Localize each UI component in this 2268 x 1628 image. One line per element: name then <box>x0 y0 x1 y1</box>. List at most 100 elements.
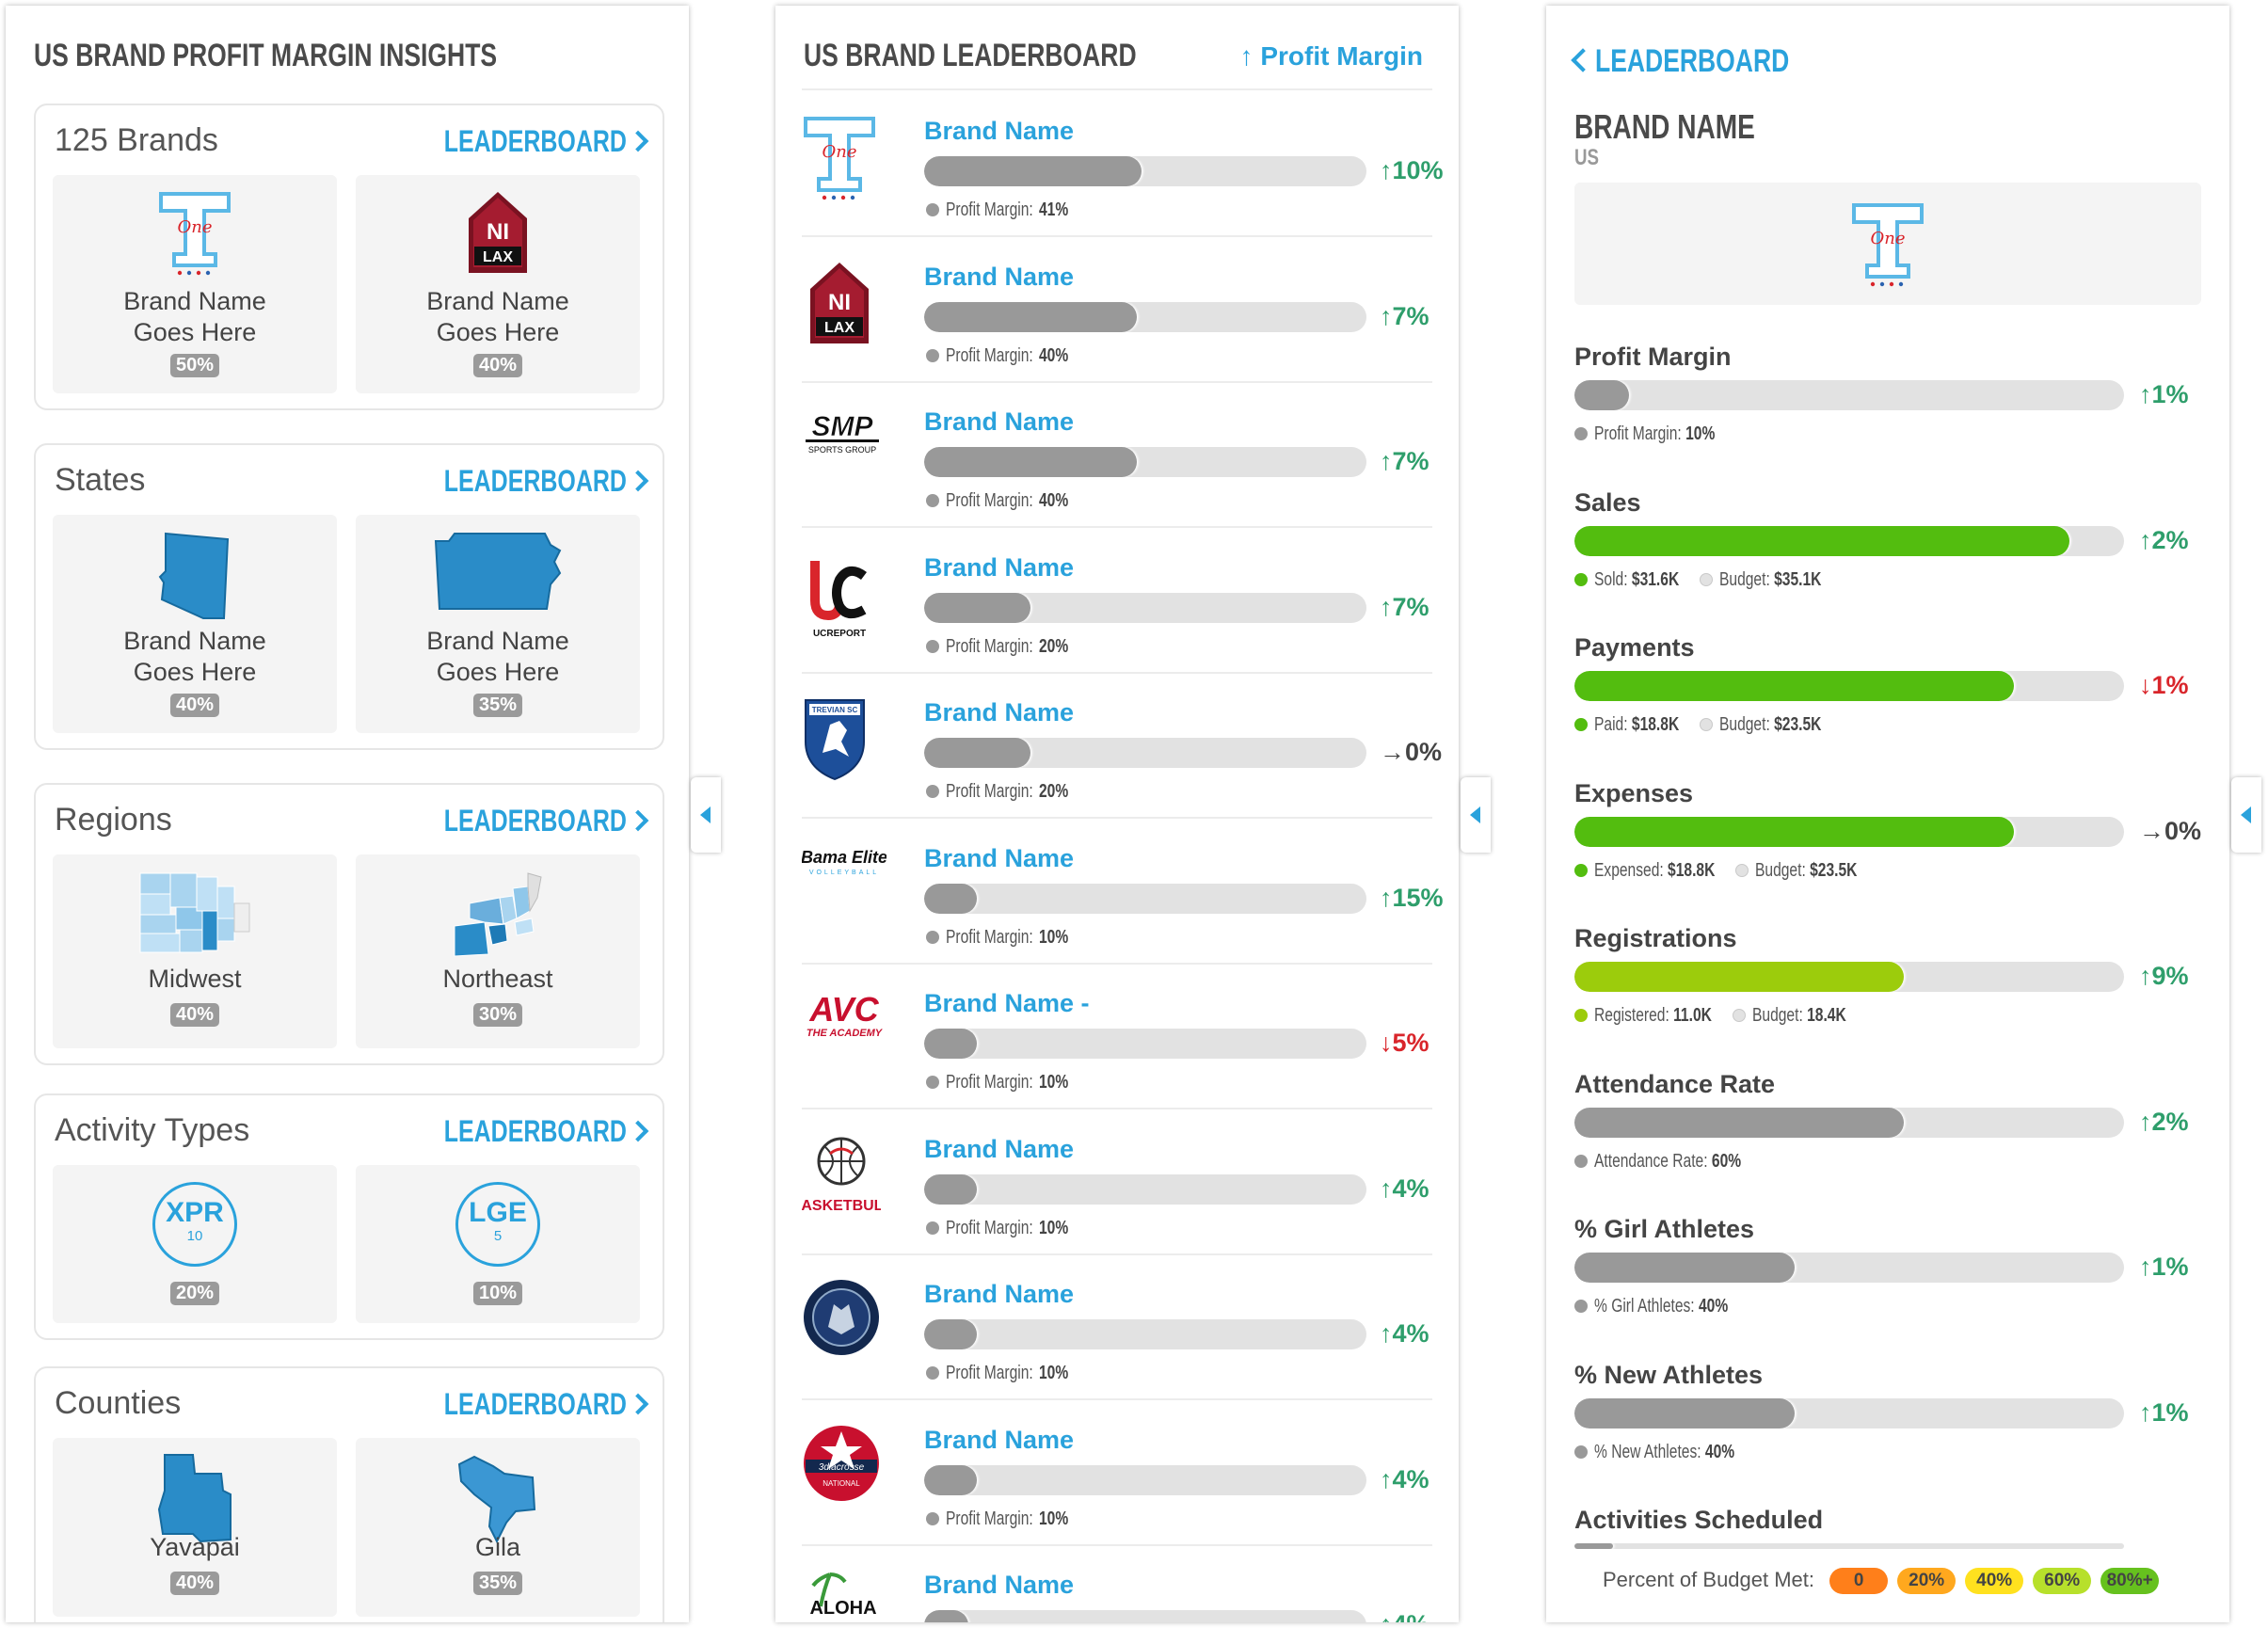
metric-block: Sales ↑2% Sold: $31.6K Budget: $35.1K <box>1574 488 2201 633</box>
svg-text:AVC: AVC <box>808 990 879 1029</box>
metric-caption: Profit Margin: 10% <box>1574 423 1715 445</box>
svg-text:SPORTS GROUP: SPORTS GROUP <box>808 445 876 455</box>
profit-margin-caption: Profit Margin: 10% <box>926 927 1068 949</box>
brand-name-link[interactable]: Brand Name <box>924 698 1075 726</box>
tile-activity-1[interactable]: LGE 5 10% <box>356 1165 640 1323</box>
change-indicator: ↑4% <box>1380 1464 1429 1493</box>
tile-states-0[interactable]: Brand Name Goes Here 40% <box>53 515 337 733</box>
change-indicator: ↑7% <box>1380 301 1429 330</box>
sort-toggle[interactable]: ↑ Profit Margin <box>1239 41 1423 71</box>
leaderboard-link-counties[interactable]: LEADERBOARD <box>392 1387 649 1422</box>
legend-dot-budget <box>1735 863 1749 877</box>
progress-bar <box>1574 671 2124 701</box>
brand-name-link[interactable]: Brand Name - <box>924 989 1090 1017</box>
progress-bar <box>924 301 1366 332</box>
arrow-up-icon: ↑ <box>1380 1319 1393 1348</box>
arrow-up-icon: ↑ <box>1380 156 1393 184</box>
tile-regions-1[interactable]: Northeast 30% <box>356 854 640 1048</box>
brand-name-link[interactable]: Brand Name <box>924 843 1075 872</box>
leaderboard-row[interactable]: TREVIAN SC Brand Name →0% Profit Margin: 20% <box>802 674 1442 819</box>
arrow-right-icon: → <box>2139 816 2164 845</box>
progress-bar-fill <box>924 301 1137 332</box>
progress-bar <box>1574 525 2124 556</box>
leaderboard-row[interactable]: SMP SPORTS GROUP Brand Name ↑7% Profit Margi… <box>802 383 1432 528</box>
leaderboard-link-activity[interactable]: LEADERBOARD <box>392 1114 649 1149</box>
ni-lax-logo-icon: NI LAX <box>465 190 531 281</box>
collapse-detail-handle[interactable] <box>2231 777 2261 853</box>
leaderboard-row[interactable]: ALOHA Brand Name ↑4% <box>802 1546 1432 1622</box>
leaderboard-row[interactable]: NI LAX Brand Name ↑7% Profit Margin: 40% <box>802 238 1432 383</box>
legend-dot <box>1574 572 1588 586</box>
brand-country: US <box>1574 145 1600 170</box>
progress-bar-fill <box>1574 1397 1795 1428</box>
bama-elite-logo-icon: Bama Elite VOLLEYBALL <box>801 842 887 936</box>
divider <box>802 88 1432 90</box>
collapse-insights-handle[interactable] <box>691 777 721 853</box>
brand-name-link[interactable]: Brand Name <box>924 1134 1075 1163</box>
aloha-logo-icon: ALOHA <box>802 1569 883 1622</box>
card-title-activity: Activity Types <box>55 1112 250 1148</box>
brand-name-link[interactable]: Brand Name <box>924 407 1075 436</box>
percent-badge: 40% <box>169 694 220 717</box>
brand-name-link[interactable]: Brand Name <box>924 552 1075 582</box>
tile-regions-0[interactable]: Midwest 40% <box>53 854 337 1048</box>
change-indicator: ↑7% <box>1380 592 1429 621</box>
progress-bar <box>1574 380 2124 410</box>
change-indicator: ↑2% <box>2139 1107 2189 1136</box>
leaderboard-row[interactable]: UCREPORT Brand Name ↑7% Profit Margin: 20% <box>802 529 1432 674</box>
arrow-up-icon: ↑ <box>2139 962 2152 990</box>
arrow-down-icon: ↓ <box>2139 671 2152 699</box>
metric-block: Expenses →0% Expensed: $18.8K Budget: $23.5… <box>1574 779 2201 924</box>
yavapai-map-icon <box>155 1453 234 1548</box>
change-indicator: ↑9% <box>2139 962 2189 990</box>
metric-title: Activities Scheduled <box>1574 1506 1824 1534</box>
leaderboard-link-regions[interactable]: LEADERBOARD <box>392 804 649 838</box>
divider <box>802 1108 1432 1109</box>
tile-counties-1[interactable]: Gila 35% <box>356 1438 640 1617</box>
leaderboard-row[interactable]: AVC THE ACADEMY Brand Name - ↓5% Profit Marg… <box>802 965 1432 1109</box>
metric-title: Attendance Rate <box>1574 1069 1776 1098</box>
divider <box>802 1253 1432 1255</box>
leaderboard-row[interactable]: Brand Name ↑4% Profit Margin: 10% <box>802 1255 1432 1400</box>
tile-brands-0[interactable]: One Brand Name Goes Here 50% <box>53 175 337 393</box>
brand-name-link[interactable]: Brand Name <box>924 1280 1075 1308</box>
tile-brands-1[interactable]: NI LAX Brand Name Goes Here 40% <box>356 175 640 393</box>
leaderboard-link-states[interactable]: LEADERBOARD <box>392 464 649 499</box>
percent-badge: 40% <box>472 354 523 377</box>
metric-title: Payments <box>1574 633 1695 662</box>
tile-activity-0[interactable]: XPR 10 20% <box>53 1165 337 1323</box>
brand-name-link[interactable]: Brand Name <box>924 117 1075 145</box>
leaderboard-link-brands[interactable]: LEADERBOARD <box>392 124 649 159</box>
arrow-up-icon: ↑ <box>2139 1253 2152 1281</box>
brand-name-link[interactable]: Brand Name <box>924 1571 1075 1599</box>
legend-dot <box>1574 863 1588 877</box>
collapse-leaderboard-handle[interactable] <box>1461 777 1491 853</box>
svg-text:3dlacrosse: 3dlacrosse <box>819 1462 865 1473</box>
brand-name-link[interactable]: Brand Name <box>924 262 1075 291</box>
profit-margin-caption: Profit Margin: 10% <box>926 1218 1068 1239</box>
metric-caption: % New Athletes: 40% <box>1574 1442 1734 1463</box>
back-to-leaderboard-link[interactable]: LEADERBOARD <box>1571 43 1844 80</box>
tile-states-1[interactable]: Brand Name Goes Here 35% <box>356 515 640 733</box>
brand-name-link[interactable]: Brand Name <box>924 1425 1075 1454</box>
profit-margin-caption: Profit Margin: 40% <box>926 490 1068 512</box>
progress-bar <box>1574 816 2124 847</box>
metric-title: Expenses <box>1574 778 1694 807</box>
percent-badge: 50% <box>169 354 220 377</box>
leaderboard-row[interactable]: BASKETBULL Brand Name ↑4% Profit Margin:10% <box>791 1110 1432 1255</box>
progress-bar <box>924 1464 1366 1495</box>
progress-bar-fill <box>924 156 1142 186</box>
percent-badge: 20% <box>169 1282 220 1305</box>
change-indicator: →0% <box>2139 816 2202 845</box>
divider <box>802 1398 1432 1400</box>
leaderboard-row[interactable]: Bama Elite VOLLEYBALL Brand Name ↑15% Profit… <box>801 820 1444 965</box>
percent-badge: 10% <box>472 1282 523 1305</box>
progress-bar <box>924 1173 1366 1205</box>
activity-circle-icon: XPR 10 <box>152 1182 237 1267</box>
leaderboard-row[interactable]: One Brand Name ↑10% Profit Margin: 41% <box>802 92 1444 237</box>
svg-text:TREVIAN SC: TREVIAN SC <box>812 706 858 714</box>
tile-counties-0[interactable]: Yavapai 40% <box>53 1438 337 1617</box>
leaderboard-row[interactable]: 3dlacrosse NATIONAL Brand Name ↑4% Profit Ma… <box>802 1401 1432 1546</box>
brand-detail-panel: LEADERBOARD BRAND NAME US One Profit Mar… <box>1546 6 2229 1622</box>
metric-caption: Expensed: $18.8K Budget: $23.5K <box>1574 860 1858 882</box>
